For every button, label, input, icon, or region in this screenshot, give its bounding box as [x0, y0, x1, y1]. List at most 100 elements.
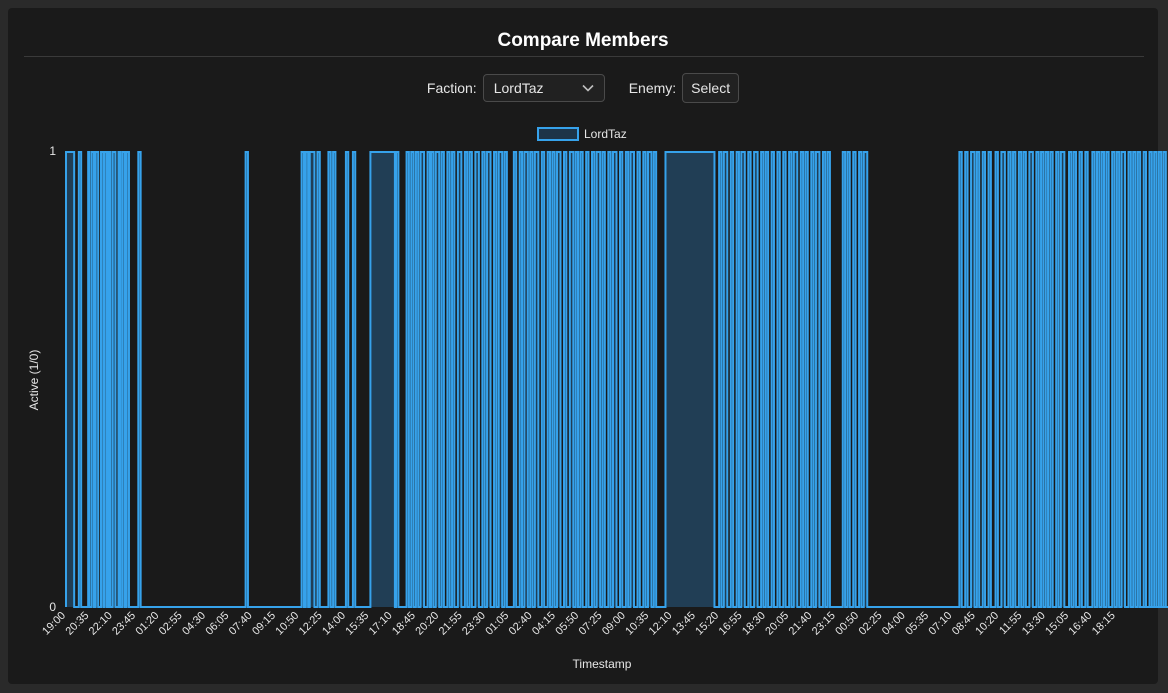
active-interval-fill [586, 152, 589, 607]
x-tick-label: 13:30 [1020, 610, 1048, 638]
x-tick-label: 07:25 [577, 610, 605, 638]
x-tick-label: 07:40 [227, 610, 255, 638]
x-tick-label: 21:40 [787, 610, 815, 638]
active-interval-fill [406, 152, 409, 607]
active-interval-fill [765, 152, 769, 607]
active-interval-fill [1128, 152, 1131, 607]
active-interval-fill [91, 152, 94, 607]
active-interval-fill [475, 152, 479, 607]
active-interval-fill [1112, 152, 1115, 607]
active-interval-fill [104, 152, 107, 607]
active-interval-fill [859, 152, 862, 607]
active-interval-fill [761, 152, 764, 607]
active-interval-fill [988, 152, 991, 607]
active-interval-fill [1079, 152, 1082, 607]
x-tick-label: 20:35 [63, 610, 91, 638]
x-tick-label: 00:50 [833, 610, 861, 638]
active-interval-fill [805, 152, 808, 607]
y-tick-1: 1 [49, 144, 56, 158]
active-interval-fill [612, 152, 617, 607]
active-interval-fill [534, 152, 539, 607]
active-interval-fill [1163, 152, 1166, 607]
legend-label[interactable]: LordTaz [584, 127, 627, 141]
active-interval-fill [800, 152, 804, 607]
y-axis-title: Active (1/0) [27, 350, 41, 411]
active-interval-fill [524, 152, 528, 607]
chevron-down-icon [582, 84, 594, 92]
active-interval-fill [647, 152, 652, 607]
active-interval-fill [608, 152, 611, 607]
active-interval-fill [345, 152, 349, 607]
active-interval-fill [853, 152, 856, 607]
active-interval-fill [1085, 152, 1088, 607]
active-interval-fill [842, 152, 846, 607]
faction-select[interactable]: LordTaz [482, 74, 605, 102]
active-interval-fill [982, 152, 986, 607]
active-interval-fill [112, 152, 116, 607]
active-interval-fill [435, 152, 440, 607]
active-interval-fill [1133, 152, 1136, 607]
active-interval-fill [1158, 152, 1162, 607]
active-interval-fill [630, 152, 634, 607]
x-tick-label: 12:10 [647, 610, 675, 638]
x-tick-label: 12:25 [297, 610, 325, 638]
active-interval-fill [1056, 152, 1059, 607]
x-tick-label: 14:00 [320, 610, 348, 638]
active-interval-fill [1045, 152, 1049, 607]
series-line-lordtaz[interactable] [65, 151, 1168, 608]
active-interval-fill [552, 152, 555, 607]
active-interval-fill [811, 152, 814, 607]
active-interval-fill [1121, 152, 1126, 607]
x-axis-ticks: 19:0020:3522:1023:4501:2002:5504:3006:05… [40, 610, 1118, 638]
x-tick-label: 23:45 [110, 610, 138, 638]
legend-swatch[interactable] [537, 127, 579, 141]
active-interval-fill [305, 152, 309, 607]
x-tick-label: 23:30 [460, 610, 488, 638]
enemy-select-button[interactable]: Select [682, 73, 740, 103]
active-interval-fill [771, 152, 774, 607]
active-interval-fill [498, 152, 503, 607]
active-interval-fill [100, 152, 104, 607]
x-tick-label: 04:00 [880, 610, 908, 638]
x-axis-title: Timestamp [573, 657, 632, 671]
active-interval-fill [959, 152, 962, 607]
filter-controls: Faction: LordTaz Enemy: Select [8, 73, 1158, 103]
active-interval-fill [995, 152, 998, 607]
active-interval-fill [827, 152, 830, 607]
active-interval-fill [602, 152, 605, 607]
active-interval-fill [1101, 152, 1105, 607]
active-interval-fill [1143, 152, 1146, 607]
active-interval-fill [1029, 152, 1033, 607]
active-interval-fill [494, 152, 497, 607]
x-tick-label: 10:50 [273, 610, 301, 638]
active-interval-fill [1036, 152, 1039, 607]
active-interval-fill [1069, 152, 1072, 607]
active-interval-fill [1013, 152, 1016, 607]
x-tick-label: 16:55 [717, 610, 745, 638]
active-interval-fill [643, 152, 646, 607]
x-tick-label: 19:00 [40, 610, 68, 638]
active-interval-fill [301, 152, 304, 607]
active-interval-fill [754, 152, 758, 607]
active-interval-fill [619, 152, 623, 607]
active-interval-fill [741, 152, 745, 607]
x-tick-label: 10:35 [623, 610, 651, 638]
active-interval-fill [1137, 152, 1141, 607]
active-interval-fill [580, 152, 583, 607]
x-tick-label: 08:45 [950, 610, 978, 638]
x-tick-label: 15:05 [1043, 610, 1071, 638]
x-tick-label: 05:35 [903, 610, 931, 638]
x-tick-label: 01:20 [133, 610, 161, 638]
active-interval-fill [482, 152, 485, 607]
active-interval-fill [420, 152, 425, 607]
active-interval-fill [317, 152, 320, 607]
active-interval-fill [730, 152, 734, 607]
active-interval-fill [427, 152, 430, 607]
plot-area [65, 151, 1168, 608]
active-interval-fill [452, 152, 455, 607]
x-tick-label: 11:55 [997, 610, 1024, 637]
x-tick-label: 09:15 [250, 610, 278, 638]
active-interval-fill [976, 152, 980, 607]
x-tick-label: 17:10 [367, 610, 395, 638]
